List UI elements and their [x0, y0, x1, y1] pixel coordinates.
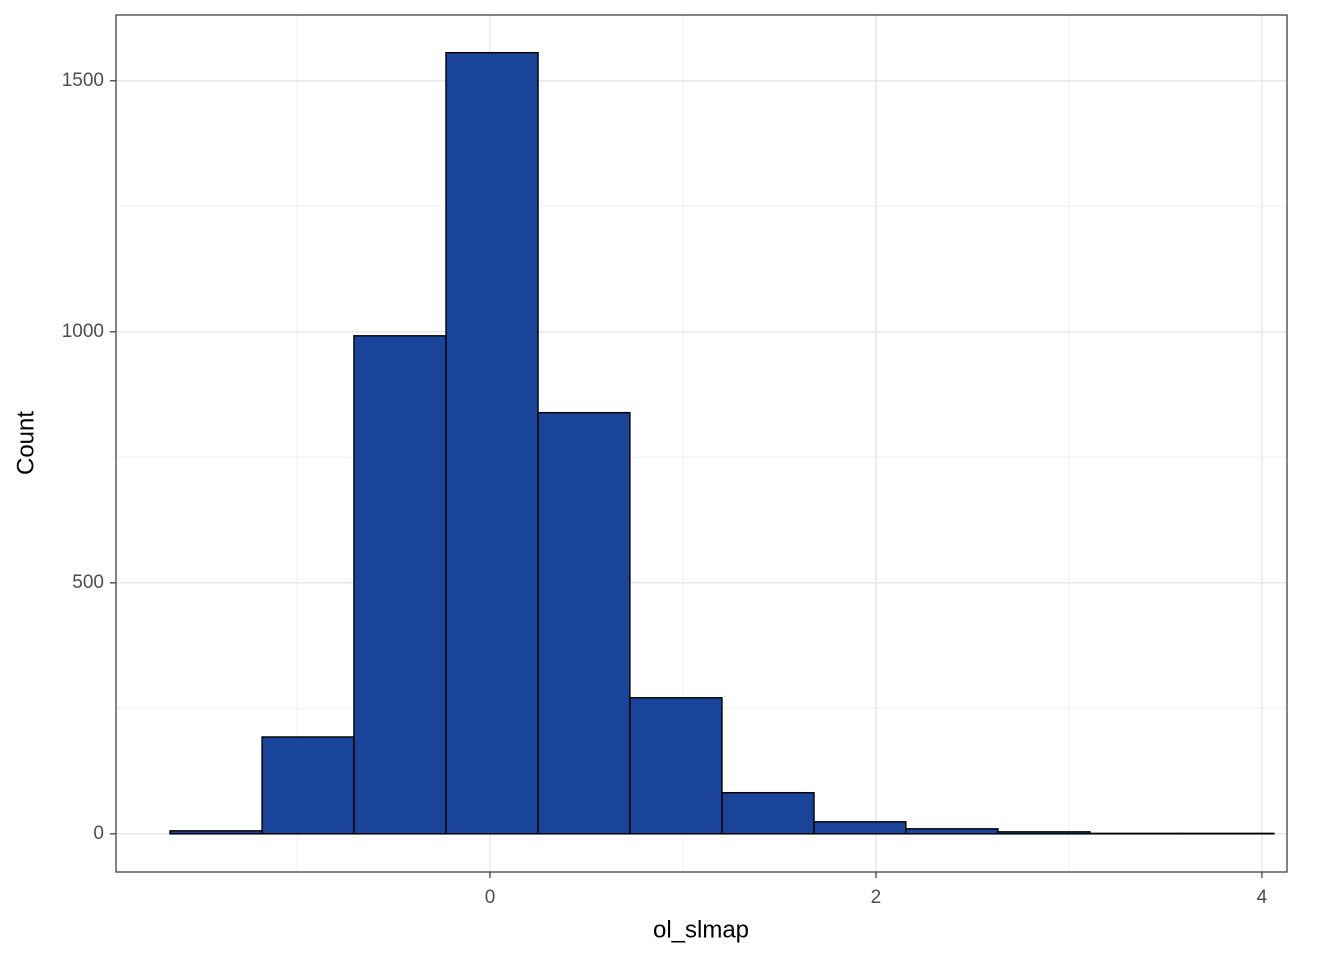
bar	[537, 411, 631, 835]
y-tick-label: 500	[72, 572, 104, 593]
bar	[905, 828, 999, 835]
bar	[721, 791, 815, 835]
bar	[445, 51, 539, 835]
y-tick-label: 1000	[62, 321, 104, 342]
bar	[1181, 832, 1275, 835]
axes: 0 2 4 0 500 1000 1500	[62, 70, 1268, 908]
x-axis-title: ol_slmap	[653, 916, 749, 943]
bar	[629, 697, 723, 835]
bar	[997, 831, 1091, 835]
bar	[353, 335, 447, 835]
bar	[169, 830, 263, 835]
x-tick-label: 2	[871, 887, 882, 908]
panel-border	[115, 14, 1288, 873]
bar	[1089, 832, 1183, 835]
x-tick-label: 0	[485, 887, 496, 908]
y-tick-label: 0	[93, 823, 104, 844]
x-tick-label: 4	[1257, 887, 1268, 908]
y-axis-title: Count	[12, 411, 39, 475]
y-tick-label: 1500	[62, 70, 104, 91]
bar	[261, 736, 355, 835]
bar	[813, 821, 907, 835]
bars	[169, 51, 1275, 835]
